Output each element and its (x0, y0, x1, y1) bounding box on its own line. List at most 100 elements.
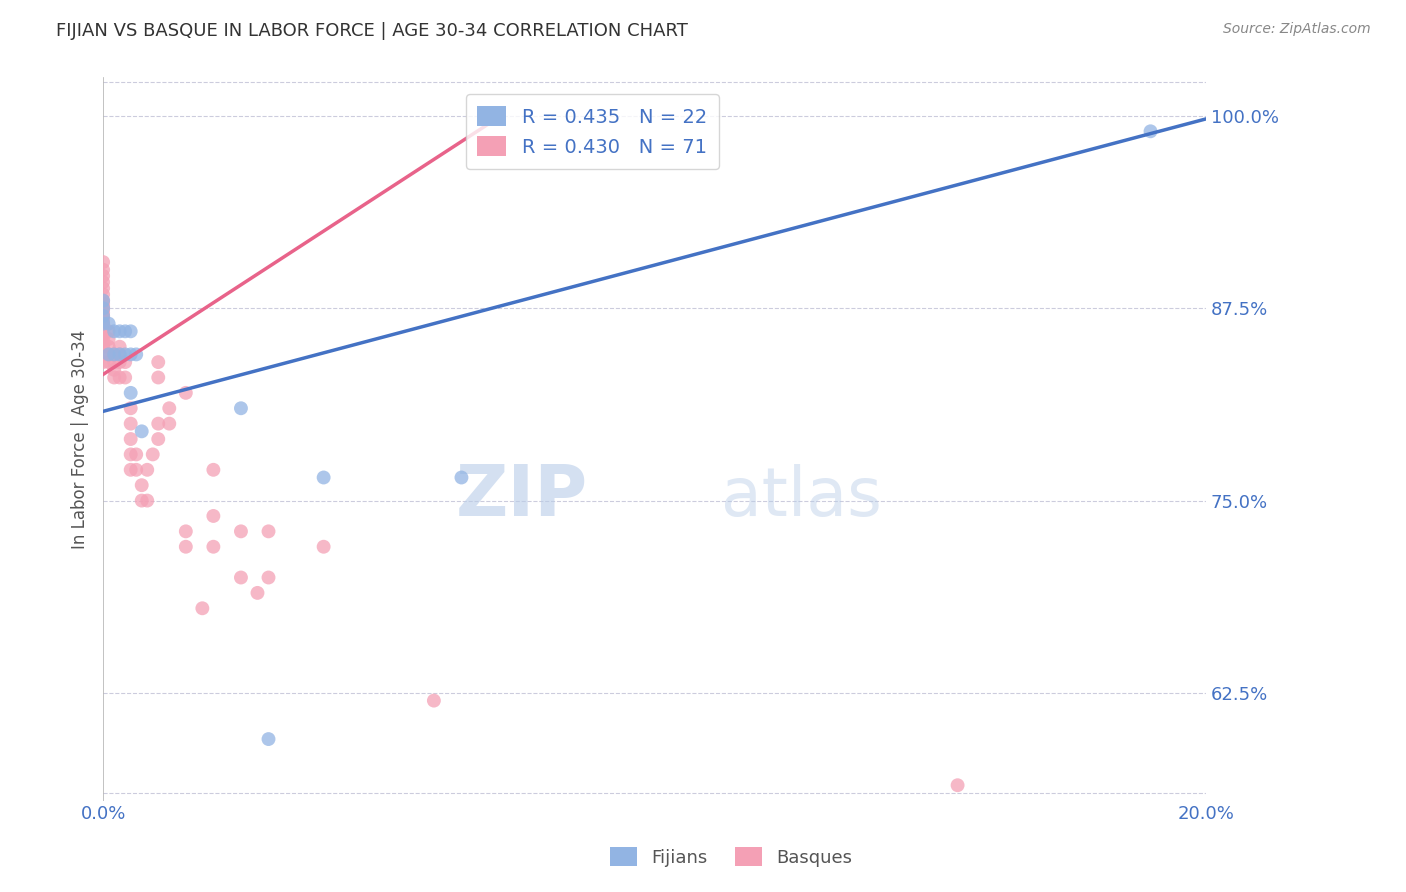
Point (120, 463, 142, 477)
Point (120, 385, 142, 400)
Point (91, 309, 114, 323)
Point (108, 355, 131, 369)
Point (423, 693, 446, 707)
Y-axis label: In Labor Force | Age 30-34: In Labor Force | Age 30-34 (72, 329, 89, 549)
Point (91, 287, 114, 301)
Point (91, 255, 114, 269)
Point (202, 463, 225, 477)
Point (97, 347, 120, 361)
Point (108, 347, 131, 361)
Point (125, 447, 148, 461)
Point (148, 432, 170, 446)
Point (91, 324, 114, 338)
Point (103, 324, 125, 338)
Point (91, 321, 114, 335)
Point (91, 317, 114, 331)
Point (131, 493, 153, 508)
Point (1139, 124, 1161, 138)
Point (131, 478, 153, 492)
Legend: R = 0.435   N = 22, R = 0.430   N = 71: R = 0.435 N = 22, R = 0.430 N = 71 (465, 95, 718, 169)
Legend: Fijians, Basques: Fijians, Basques (603, 840, 859, 874)
Text: atlas: atlas (720, 464, 882, 530)
Point (148, 355, 170, 369)
Point (114, 370, 136, 384)
Point (157, 401, 180, 416)
Point (174, 524, 197, 539)
Point (91, 336, 114, 351)
Point (91, 312, 114, 326)
Point (120, 401, 142, 416)
Point (91, 318, 114, 333)
Point (125, 347, 148, 361)
Text: Source: ZipAtlas.com: Source: ZipAtlas.com (1223, 22, 1371, 37)
Point (174, 540, 197, 554)
Point (148, 417, 170, 431)
Point (91, 293, 114, 308)
Point (91, 340, 114, 354)
Point (148, 370, 170, 384)
Point (202, 540, 225, 554)
Point (91, 309, 114, 323)
Point (312, 470, 335, 484)
Point (103, 363, 125, 377)
Point (229, 524, 252, 539)
Point (91, 355, 114, 369)
Point (114, 347, 136, 361)
Point (91, 327, 114, 342)
Point (91, 347, 114, 361)
Point (91, 301, 114, 316)
Point (103, 347, 125, 361)
Point (103, 355, 125, 369)
Point (120, 417, 142, 431)
Point (108, 347, 131, 361)
Point (97, 324, 120, 338)
Point (108, 370, 131, 384)
Point (91, 275, 114, 289)
Point (103, 370, 125, 384)
Point (97, 317, 120, 331)
Point (120, 432, 142, 446)
Point (91, 296, 114, 310)
Point (103, 347, 125, 361)
Point (108, 340, 131, 354)
Point (91, 293, 114, 308)
Point (91, 332, 114, 346)
Point (229, 401, 252, 416)
Point (125, 463, 148, 477)
Point (97, 340, 120, 354)
Point (450, 470, 472, 484)
Point (157, 417, 180, 431)
Point (108, 324, 131, 338)
Point (246, 586, 269, 600)
Point (114, 355, 136, 369)
Point (97, 347, 120, 361)
Text: FIJIAN VS BASQUE IN LABOR FORCE | AGE 30-34 CORRELATION CHART: FIJIAN VS BASQUE IN LABOR FORCE | AGE 30… (56, 22, 688, 40)
Point (97, 332, 120, 346)
Point (120, 447, 142, 461)
Point (120, 324, 142, 338)
Point (142, 447, 165, 461)
Point (136, 463, 159, 477)
Point (312, 540, 335, 554)
Point (91, 315, 114, 329)
Point (257, 524, 280, 539)
Point (91, 300, 114, 314)
Point (91, 302, 114, 317)
Point (202, 508, 225, 523)
Point (191, 601, 214, 615)
Point (131, 425, 153, 439)
Point (174, 385, 197, 400)
Point (97, 355, 120, 369)
Point (91, 268, 114, 283)
Point (136, 493, 159, 508)
Point (946, 778, 969, 792)
Point (91, 262, 114, 277)
Point (114, 324, 136, 338)
Text: ZIP: ZIP (456, 462, 588, 532)
Point (257, 570, 280, 584)
Point (229, 570, 252, 584)
Point (120, 347, 142, 361)
Point (257, 732, 280, 747)
Point (91, 306, 114, 320)
Point (91, 281, 114, 295)
